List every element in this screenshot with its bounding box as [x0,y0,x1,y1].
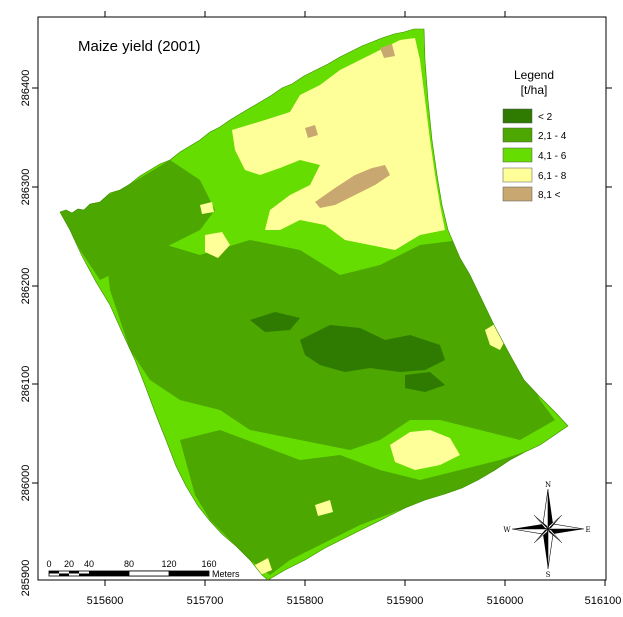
zone-8-plus-small [305,125,318,138]
scale-unit: Meters [212,569,240,579]
field-outline [59,28,569,581]
legend-swatch-6-8 [502,167,533,183]
compass-n: N [545,481,551,489]
y-axis: 286400 286300 286200 286100 286000 28590… [20,70,612,597]
compass-e: E [585,526,590,534]
y-tick-label: 286300 [20,169,32,206]
zone-6-8-lower-right [390,430,460,470]
legend-label-6-8: 6,1 - 8 [538,171,567,182]
y-tick-label: 286100 [20,366,32,403]
legend: Legend [t/ha] < 2 2,1 - 4 4,1 - 6 6,1 - … [502,68,567,202]
x-axis: 515600 515700 515800 515900 516000 51610… [87,11,622,607]
zone-8-plus-main [315,165,390,208]
legend-swatch-4-6 [502,147,533,163]
scale-label: 40 [84,559,94,569]
x-tick-label: 515900 [387,595,424,607]
zone-8-plus-top [380,44,395,58]
x-tick-label: 515600 [87,595,124,607]
zone-6-8-small-c [255,558,272,575]
zone-lt2-right [405,372,445,392]
compass-s: S [546,571,551,579]
legend-label-4-6: 4,1 - 6 [538,151,567,162]
scale-label: 160 [201,559,216,569]
legend-swatch-lt2 [502,108,533,124]
scale-label: 80 [124,559,134,569]
legend-subtitle: [t/ha] [521,83,548,97]
compass-w: W [503,526,511,534]
map-title: Maize yield (2001) [78,38,201,55]
zone-2-4-lower [180,430,530,575]
x-tick-label: 515700 [187,595,224,607]
x-tick-label: 515800 [287,595,324,607]
y-tick-label: 286000 [20,465,32,502]
legend-label-lt2: < 2 [538,112,553,123]
y-tick-label: 286400 [20,70,32,107]
legend-title: Legend [514,68,554,82]
legend-label-8-plus: 8,1 < [538,190,561,201]
north-arrow: N S E W [503,481,590,579]
zone-lt2-left [250,312,300,332]
scale-label: 120 [161,559,176,569]
legend-label-2-4: 2,1 - 4 [538,131,567,142]
x-tick-label: 516000 [487,595,524,607]
scale-label: 20 [64,559,74,569]
zone-6-8-small-a [200,202,214,214]
y-tick-label: 285900 [20,560,32,597]
legend-swatch-2-4 [502,127,533,143]
zone-2-4-lower-b [240,470,295,530]
scale-label: 0 [46,559,51,569]
zone-6-8-left [205,232,230,258]
zone-lt2-center [300,325,445,372]
legend-swatch-8-plus [502,186,533,202]
x-tick-label: 516100 [585,595,622,607]
zone-6-8-small-b [315,500,333,516]
scale-bar: 0 20 40 80 120 160 Meters [46,559,240,579]
y-tick-label: 286200 [20,268,32,305]
zone-6-8-upper [232,38,445,250]
zone-2-4-left [60,160,215,280]
